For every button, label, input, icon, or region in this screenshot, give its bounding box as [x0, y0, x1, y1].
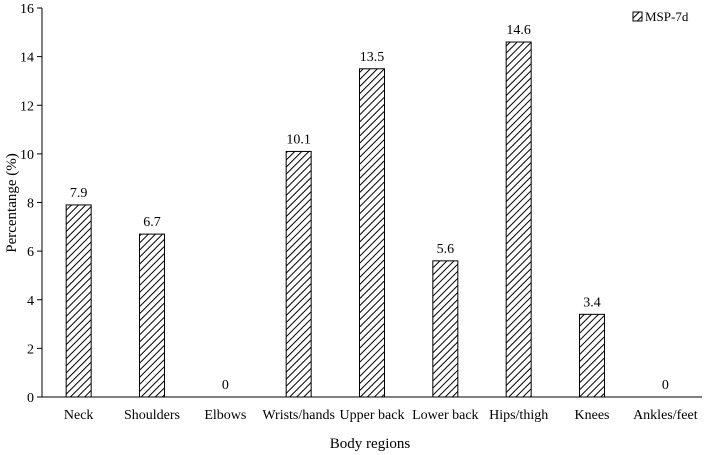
data-labels: 7.9 6.7 0 10.1 13.5 5.6 14.6 3.4 0 — [70, 23, 669, 393]
x-tick-label: Hips/thigh — [489, 408, 548, 423]
x-axis-label: Body regions — [330, 436, 411, 452]
data-label: 5.6 — [437, 242, 455, 257]
x-tick-label: Shoulders — [124, 408, 180, 423]
data-label: 13.5 — [360, 50, 385, 65]
x-tick-label: Ankles/feet — [633, 408, 698, 423]
y-tick-label: 10 — [20, 148, 34, 163]
bar — [505, 41, 532, 398]
bar — [285, 150, 312, 398]
y-tick-label: 14 — [20, 51, 34, 66]
bar — [359, 68, 385, 398]
y-axis-ticks: 0 2 4 6 8 10 12 14 16 — [20, 2, 42, 406]
y-tick-label: 4 — [27, 294, 34, 309]
y-axis-label: Percentange (%) — [4, 153, 20, 253]
legend-swatch — [632, 11, 643, 22]
data-label: 3.4 — [583, 295, 601, 310]
y-tick-label: 12 — [20, 99, 34, 114]
data-label: 0 — [662, 378, 669, 393]
data-label: 10.1 — [286, 132, 311, 147]
y-tick-label: 6 — [27, 245, 34, 260]
bar — [579, 313, 605, 398]
y-tick-label: 2 — [27, 342, 34, 357]
y-tick-label: 16 — [20, 2, 34, 17]
bar — [432, 260, 459, 398]
data-label: 6.7 — [143, 215, 161, 230]
x-tick-label: Neck — [64, 408, 94, 423]
x-tick-label: Upper back — [340, 408, 405, 423]
bar — [139, 233, 165, 398]
y-tick-label: 8 — [27, 197, 34, 212]
legend: MSP-7d — [632, 9, 689, 24]
data-label: 0 — [222, 378, 229, 393]
x-tick-label: Elbows — [204, 408, 246, 423]
x-tick-label: Knees — [575, 408, 610, 423]
data-label: 7.9 — [70, 186, 88, 201]
bar — [65, 204, 92, 398]
x-axis-ticks: Neck Shoulders Elbows Wrists/hands Upper bac… — [64, 408, 698, 423]
y-tick-label: 0 — [27, 391, 34, 406]
x-tick-label: Lower back — [412, 408, 478, 423]
bars — [65, 41, 605, 398]
x-tick-label: Wrists/hands — [262, 408, 335, 423]
legend-label: MSP-7d — [645, 9, 689, 24]
data-label: 14.6 — [506, 23, 531, 38]
